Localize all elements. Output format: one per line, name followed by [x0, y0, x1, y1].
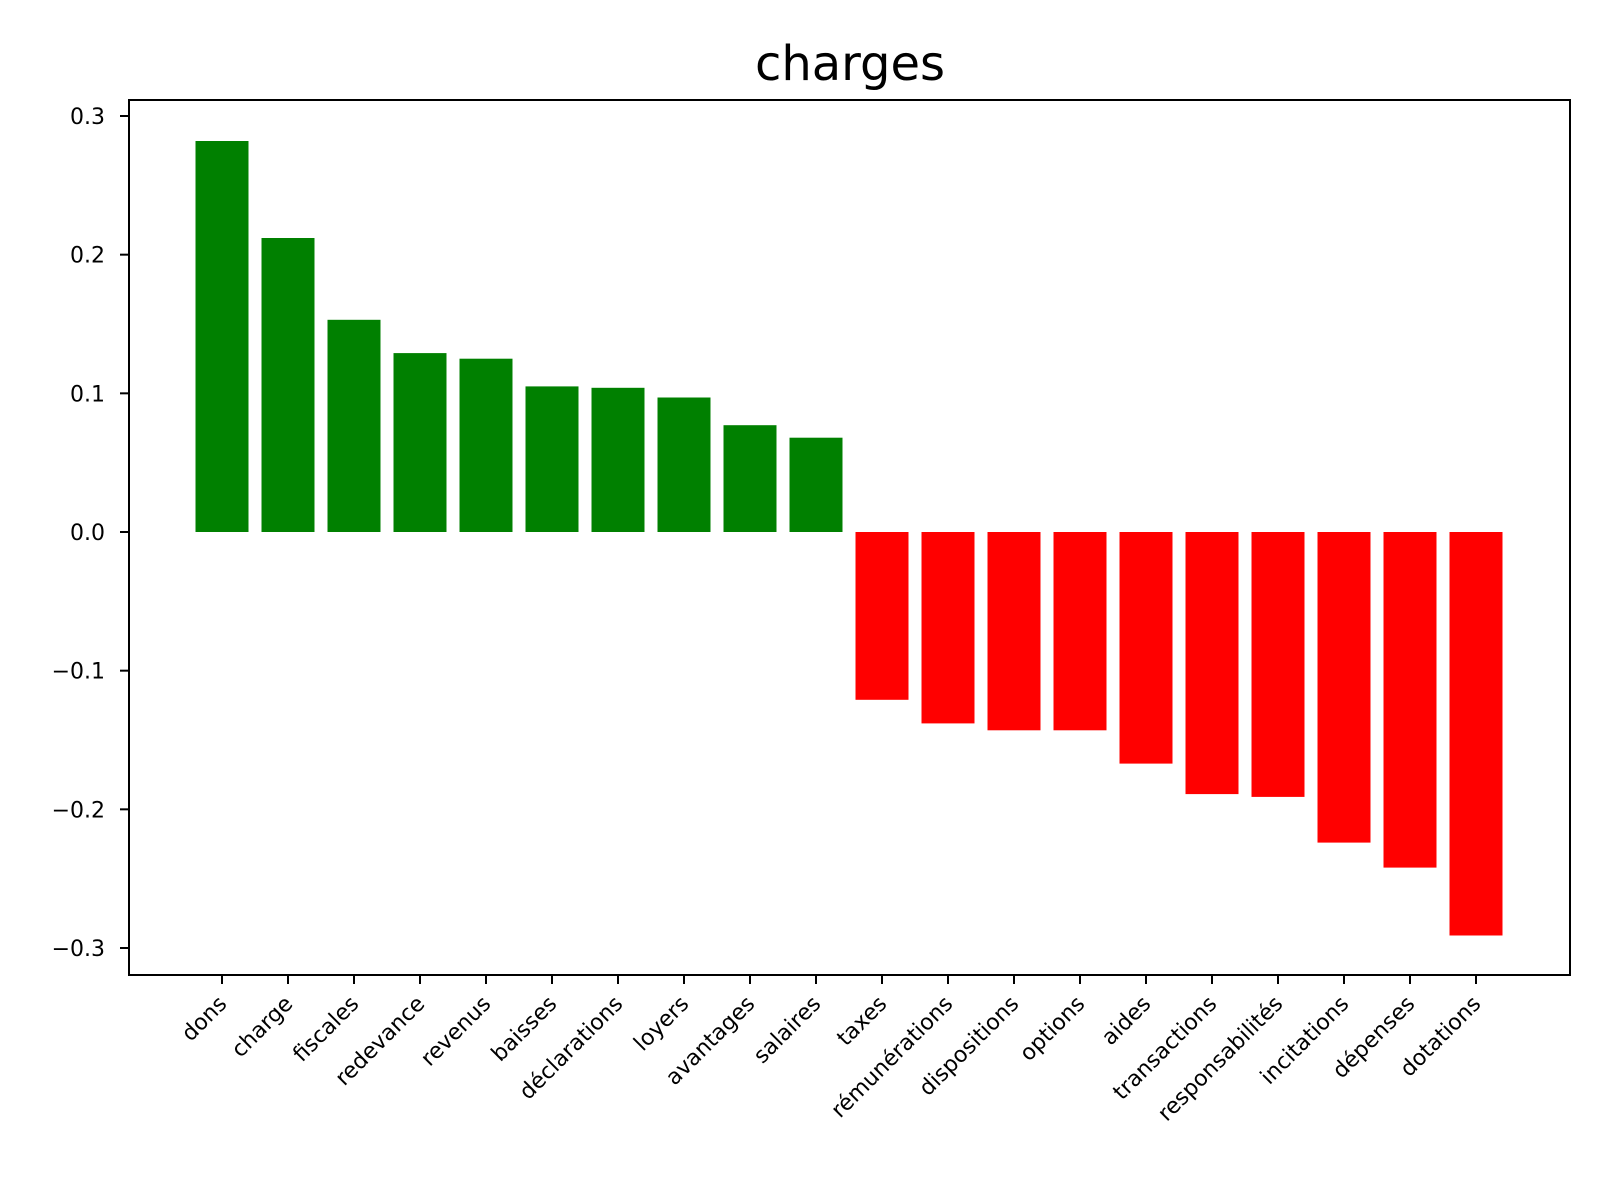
bar-fiscales — [327, 319, 381, 532]
x-tick-label: salaires — [749, 992, 826, 1069]
bar-baisses — [525, 386, 579, 532]
bar-responsabilités — [1251, 532, 1305, 797]
x-tick-label: options — [1015, 992, 1090, 1067]
x-tick-label: taxes — [833, 992, 893, 1052]
bar-redevance — [393, 353, 447, 532]
bar-dotations — [1449, 532, 1503, 936]
x-axis: donschargefiscalesredevancerevenusbaisse… — [177, 975, 1486, 1126]
y-tick-label: −0.1 — [52, 660, 105, 685]
x-tick-label: revenus — [416, 992, 496, 1072]
bar-aides — [1119, 532, 1173, 764]
bar-charge — [261, 238, 315, 532]
x-tick-label: charge — [227, 992, 298, 1063]
bar-options — [1053, 532, 1107, 731]
y-tick-label: −0.2 — [52, 798, 105, 823]
bar-dispositions — [987, 532, 1041, 731]
bar-dons — [195, 141, 249, 532]
bar-loyers — [657, 397, 711, 532]
y-tick-label: −0.3 — [52, 937, 105, 962]
bar-avantages — [723, 425, 777, 532]
plot-frame — [128, 99, 1571, 976]
bar-taxes — [855, 532, 909, 700]
bars-group — [195, 141, 1503, 936]
bar-déclarations — [591, 387, 645, 532]
bar-incitations — [1317, 532, 1371, 843]
bar-salaires — [789, 437, 843, 532]
x-tick-label: rémunérations — [827, 992, 959, 1124]
bar-transactions — [1185, 532, 1239, 795]
bar-rémunérations — [921, 532, 975, 724]
chart-title: charges — [755, 36, 945, 92]
bar-revenus — [459, 358, 513, 532]
x-tick-label: aides — [1097, 992, 1156, 1051]
bar-dépenses — [1383, 532, 1437, 868]
y-tick-label: 0.2 — [70, 244, 105, 269]
x-tick-label: loyers — [629, 992, 694, 1057]
y-tick-label: 0.3 — [70, 105, 105, 130]
y-tick-label: 0.0 — [70, 521, 105, 546]
y-axis: 0.3 0.2 0.1 0.0 −0.1 −0.2 −0.3 — [52, 105, 129, 962]
y-tick-label: 0.1 — [70, 382, 105, 407]
x-tick-label: dons — [177, 992, 232, 1047]
